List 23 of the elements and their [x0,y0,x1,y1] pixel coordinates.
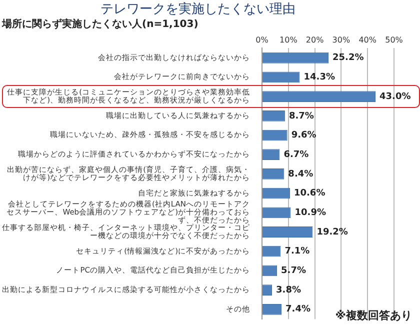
x-tick-label: 50% [385,35,404,44]
data-label: 7.4% [286,304,311,315]
data-label: 7.1% [284,246,310,257]
data-label: 14.3% [304,72,335,83]
annotation: ※複数回答あり [335,308,412,323]
chart-title: テレワークを実施したくない理由 [100,1,296,18]
data-label: 6.7% [284,150,309,160]
text: 場所に関らず実施したくない人(n=1,103) [1,18,198,30]
data-label: 25.2% [332,53,364,64]
data-label: 9.6% [291,130,316,141]
data-label: 10.6% [294,188,326,199]
x-tick-label: 10% [280,35,298,44]
x-tick-label: 20% [306,35,324,44]
data-label: 19.2% [316,227,348,238]
data-label: 43.0% [380,92,411,102]
data-label: 5.7% [281,266,306,276]
x-tick-label: 40% [358,35,377,44]
data-label: 8.4% [288,169,314,180]
data-label: 3.8% [276,285,301,296]
data-label: 10.9% [294,208,326,218]
x-tick-label: 0% [256,35,269,44]
x-tick-label: 30% [332,35,350,44]
data-label: 8.7% [288,111,314,122]
